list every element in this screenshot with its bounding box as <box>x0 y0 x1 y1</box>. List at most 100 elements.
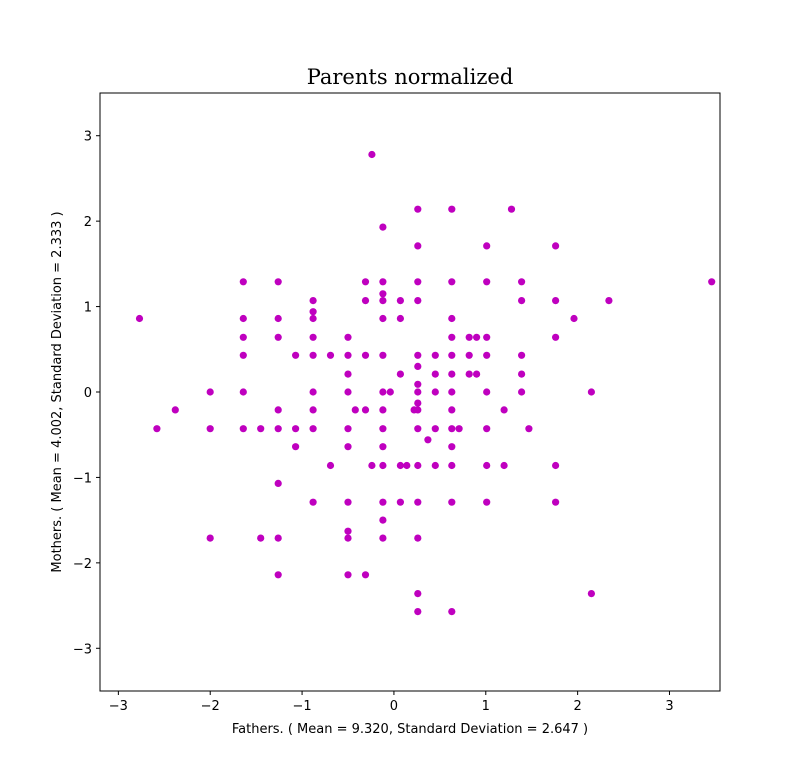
data-point <box>518 278 526 286</box>
data-point <box>414 205 422 213</box>
data-point <box>379 516 387 524</box>
data-point <box>465 351 473 359</box>
data-point <box>448 498 456 506</box>
data-point <box>379 297 387 305</box>
data-point <box>448 388 456 396</box>
data-point <box>344 425 352 433</box>
data-point <box>206 534 214 542</box>
data-point <box>448 406 456 414</box>
data-point <box>448 205 456 213</box>
data-point <box>473 370 481 378</box>
data-point <box>351 406 359 414</box>
data-point <box>309 308 317 316</box>
data-point <box>274 534 282 542</box>
data-point <box>171 406 179 414</box>
data-point <box>414 406 422 414</box>
data-point <box>292 351 300 359</box>
data-point <box>344 527 352 535</box>
data-point <box>552 498 560 506</box>
data-point <box>361 297 370 305</box>
data-point <box>552 242 560 250</box>
data-point <box>414 362 422 370</box>
data-point <box>309 425 317 433</box>
data-point <box>396 314 404 323</box>
data-point <box>448 461 456 470</box>
chart-title: Parents normalized <box>307 65 514 89</box>
data-point <box>396 297 404 305</box>
data-point <box>368 461 376 470</box>
ticks-layer: −3 −2 −1 0 1 2 3 −3 −2 −1 0 1 2 3 <box>73 130 674 714</box>
data-point <box>587 388 596 396</box>
data-point <box>500 461 508 470</box>
data-point <box>292 425 300 433</box>
data-point <box>309 388 317 396</box>
data-point <box>206 425 214 433</box>
data-point <box>448 608 456 616</box>
data-point <box>257 425 265 433</box>
data-point <box>518 351 526 359</box>
data-point <box>414 498 422 506</box>
data-point <box>344 388 352 396</box>
data-point <box>153 425 161 433</box>
data-point <box>257 534 265 542</box>
data-point <box>361 351 370 359</box>
data-point <box>274 479 282 487</box>
data-point <box>431 388 439 396</box>
data-point <box>414 388 422 396</box>
x-tick-label: −3 <box>109 699 128 714</box>
data-point <box>239 333 247 341</box>
data-point <box>570 314 578 323</box>
data-point <box>414 380 422 388</box>
x-tick-label: 3 <box>665 699 673 714</box>
data-point <box>344 443 352 451</box>
data-point <box>379 351 387 359</box>
y-tick-label: 1 <box>84 301 92 316</box>
data-point <box>455 425 463 433</box>
data-point <box>344 571 352 579</box>
data-point <box>483 242 491 250</box>
data-point <box>379 498 387 506</box>
data-point <box>448 314 456 323</box>
data-point <box>414 425 422 433</box>
data-point <box>518 370 526 378</box>
data-point <box>414 461 422 470</box>
data-point <box>386 388 394 396</box>
data-point <box>483 351 491 359</box>
data-point <box>500 406 508 414</box>
data-point <box>309 406 317 414</box>
y-tick-label: −2 <box>73 557 92 572</box>
data-point <box>518 388 526 396</box>
data-point <box>309 297 317 305</box>
data-point <box>483 333 491 341</box>
data-point <box>448 333 456 341</box>
data-point <box>414 608 422 616</box>
data-point <box>483 461 491 470</box>
data-point <box>326 351 335 359</box>
data-point <box>483 425 491 433</box>
data-point <box>465 370 473 378</box>
data-point <box>379 443 387 451</box>
data-point <box>379 314 387 323</box>
data-point <box>379 425 387 433</box>
data-point <box>344 498 352 506</box>
data-point <box>414 399 422 407</box>
data-point <box>239 314 247 323</box>
data-point <box>344 333 352 341</box>
x-tick-label: 2 <box>573 699 581 714</box>
data-point <box>414 351 422 359</box>
data-point <box>483 388 491 396</box>
data-point <box>552 333 560 341</box>
data-point <box>274 333 282 341</box>
y-tick-label: 0 <box>84 386 92 401</box>
data-point <box>309 498 317 506</box>
data-point <box>483 278 491 286</box>
data-point <box>518 297 526 305</box>
y-tick-label: −1 <box>73 471 92 486</box>
data-point <box>274 278 282 286</box>
x-tick-label: −2 <box>201 699 220 714</box>
data-point <box>414 534 422 542</box>
data-point <box>239 388 247 396</box>
data-point <box>403 461 411 470</box>
data-point <box>379 388 387 396</box>
